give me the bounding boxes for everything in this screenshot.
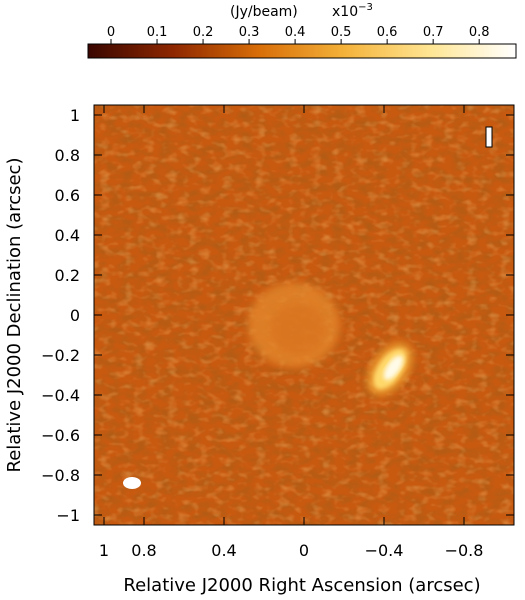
x-tick-label: 0.4 bbox=[211, 541, 236, 560]
colorbar-tick-label: 0.5 bbox=[331, 25, 352, 40]
x-axis-ticks: 1 0.8 0.4 0 −0.4 −0.8 bbox=[99, 105, 484, 560]
y-tick-label: −0.6 bbox=[41, 426, 80, 445]
colorbar-tick-label: 0.6 bbox=[377, 25, 398, 40]
y-tick-label: 0.8 bbox=[55, 146, 80, 165]
compact-source-core bbox=[383, 355, 404, 380]
colorbar: (Jy/beam) x10−3 0 0.1 0.2 0.3 0.4 0.5 0.6 0.7 0.… bbox=[87, 2, 517, 59]
colorbar-tick-label: 0.8 bbox=[469, 25, 490, 40]
y-tick-label: 0.6 bbox=[55, 186, 80, 205]
extended-source-inner bbox=[270, 303, 326, 355]
y-axis-label: Relative J2000 Declination (arcsec) bbox=[4, 158, 25, 473]
colorbar-tick-label: 0 bbox=[107, 25, 115, 40]
beam-ellipse-group bbox=[123, 477, 141, 489]
x-tick-label: −0.4 bbox=[365, 541, 404, 560]
image-panel bbox=[94, 105, 514, 525]
source-features bbox=[248, 282, 413, 396]
colorbar-scale-exponent: −3 bbox=[358, 2, 373, 13]
scale-marker bbox=[485, 126, 493, 148]
colorbar-tick-label: 0.1 bbox=[147, 25, 168, 40]
y-tick-label: 0.4 bbox=[55, 226, 80, 245]
colorbar-tick-label: 0.3 bbox=[239, 25, 260, 40]
x-tick-label: 1 bbox=[99, 541, 109, 560]
y-tick-label: 1 bbox=[70, 106, 80, 125]
colorbar-tick-label: 0.2 bbox=[193, 25, 214, 40]
beam-ellipse bbox=[123, 477, 141, 489]
y-tick-label: −0.4 bbox=[41, 386, 80, 405]
colorbar-unit-label: (Jy/beam) bbox=[230, 4, 298, 20]
colorbar-bar bbox=[87, 43, 517, 59]
y-tick-label: 0 bbox=[70, 306, 80, 325]
y-tick-label: −0.8 bbox=[41, 466, 80, 485]
colorbar-scale-base: x10 bbox=[332, 4, 358, 20]
x-tick-label: −0.8 bbox=[445, 541, 484, 560]
colorbar-tick-label: 0.7 bbox=[423, 25, 444, 40]
y-tick-label: −0.2 bbox=[41, 346, 80, 365]
x-tick-label: 0 bbox=[299, 541, 309, 560]
colorbar-scale-label: x10−3 bbox=[332, 2, 373, 20]
y-tick-label: 0.2 bbox=[55, 266, 80, 285]
y-tick-label: −1 bbox=[56, 506, 80, 525]
x-axis-label: Relative J2000 Right Ascension (arcsec) bbox=[123, 575, 480, 596]
colorbar-ticks: 0 0.1 0.2 0.3 0.4 0.5 0.6 0.7 0.8 bbox=[107, 25, 490, 58]
colorbar-tick-label: 0.4 bbox=[285, 25, 306, 40]
y-axis-ticks: 1 0.8 0.6 0.4 0.2 0 −0.2 −0.4 −0.6 −0.8 −1 bbox=[41, 106, 514, 525]
x-tick-label: 0.8 bbox=[131, 541, 156, 560]
